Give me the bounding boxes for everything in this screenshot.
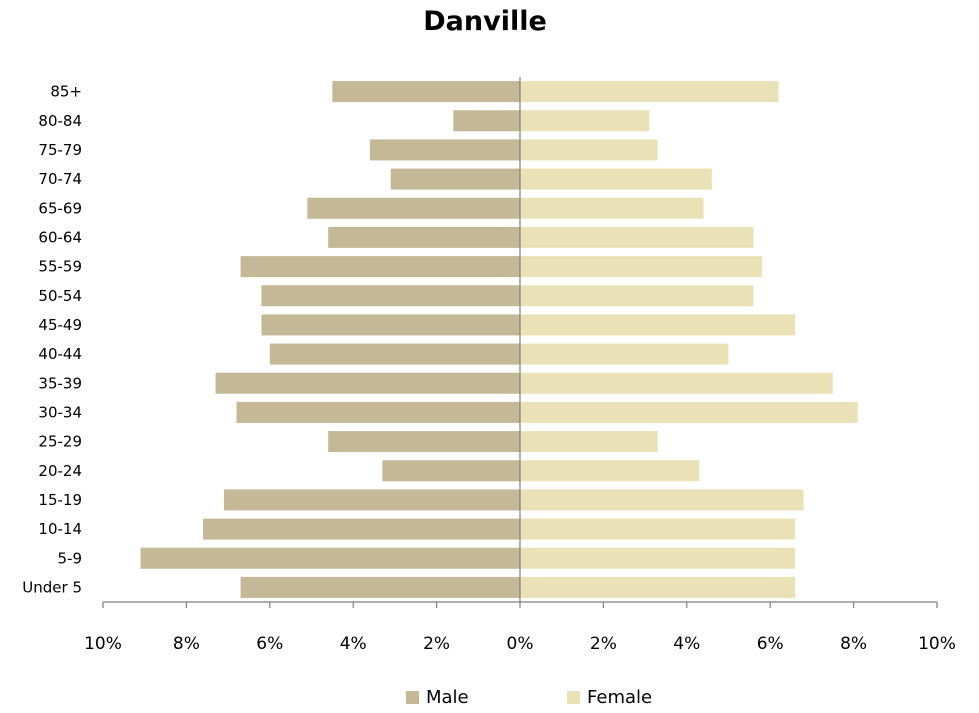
bar-male-45-49	[261, 314, 520, 336]
category-label: 45-49	[38, 316, 82, 334]
bar-male-15-19	[223, 489, 520, 511]
x-tick-label: 8%	[173, 634, 200, 654]
bar-male-60-64	[328, 226, 520, 248]
bar-male-80-84	[453, 110, 520, 132]
bar-male-40-44	[269, 343, 520, 365]
x-tick-label: 6%	[256, 634, 283, 654]
bars-group	[140, 81, 858, 598]
bar-female-85+	[520, 81, 779, 103]
bar-female-70-74	[520, 168, 712, 190]
bar-male-10-14	[203, 518, 520, 540]
x-tick-label: 6%	[757, 634, 784, 654]
category-label: 15-19	[38, 491, 82, 509]
bar-male-35-39	[215, 372, 520, 394]
bar-female-under-5	[520, 576, 796, 598]
bar-female-75-79	[520, 139, 658, 161]
x-tick-label: 4%	[673, 634, 700, 654]
bar-male-70-74	[390, 168, 520, 190]
x-tick-label: 2%	[423, 634, 450, 654]
x-tick-label: 4%	[340, 634, 367, 654]
bar-female-60-64	[520, 226, 754, 248]
category-label: 20-24	[38, 462, 82, 480]
category-label: 30-34	[38, 403, 82, 421]
legend-swatch-female	[567, 691, 580, 704]
bar-female-40-44	[520, 343, 729, 365]
bar-male-under-5	[240, 576, 521, 598]
category-label: Under 5	[22, 578, 82, 596]
category-label: 35-39	[38, 374, 82, 392]
category-label: 25-29	[38, 433, 82, 451]
bar-male-75-79	[369, 139, 520, 161]
category-label: 80-84	[38, 112, 82, 130]
bar-female-50-54	[520, 285, 754, 307]
bar-male-5-9	[140, 547, 520, 569]
bar-female-35-39	[520, 372, 833, 394]
bar-male-50-54	[261, 285, 520, 307]
bar-female-15-19	[520, 489, 804, 511]
category-label: 5-9	[58, 549, 83, 567]
x-tick-label: 10%	[84, 634, 122, 654]
bar-male-85+	[332, 81, 520, 103]
category-label: 50-54	[38, 287, 82, 305]
bar-male-25-29	[328, 431, 520, 453]
bar-female-80-84	[520, 110, 650, 132]
bar-female-5-9	[520, 547, 796, 569]
bar-female-55-59	[520, 256, 762, 278]
category-label: 40-44	[38, 345, 82, 363]
bar-female-65-69	[520, 197, 704, 219]
x-tick-label: 8%	[840, 634, 867, 654]
x-tick-label: 0%	[507, 634, 534, 654]
legend: Male Female	[0, 687, 979, 713]
bar-female-45-49	[520, 314, 796, 336]
legend-item-male: Male	[406, 687, 469, 708]
bar-female-20-24	[520, 460, 700, 482]
x-tick-label: 2%	[590, 634, 617, 654]
category-labels: Under 5 5-9 10-14 15-19 20-24 25-29 30-34 35-39…	[22, 83, 82, 597]
chart-title: Danville	[423, 6, 547, 37]
legend-swatch-male	[406, 691, 419, 704]
category-label: 75-79	[38, 141, 82, 159]
category-label: 65-69	[38, 199, 82, 217]
legend-label-female: Female	[587, 687, 653, 708]
x-ticks: 10% 8% 6% 4% 2% 0% 2% 4% 6% 8% 10%	[84, 602, 956, 654]
bar-male-65-69	[307, 197, 520, 219]
legend-item-female: Female	[567, 687, 652, 708]
bar-male-55-59	[240, 256, 521, 278]
bar-male-20-24	[382, 460, 520, 482]
bar-female-30-34	[520, 401, 858, 423]
category-label: 85+	[50, 83, 82, 101]
category-label: 60-64	[38, 228, 82, 246]
x-tick-label: 10%	[918, 634, 956, 654]
category-label: 70-74	[38, 170, 82, 188]
bar-female-25-29	[520, 431, 658, 453]
bar-male-30-34	[236, 401, 520, 423]
legend-label-male: Male	[426, 687, 469, 708]
category-label: 10-14	[38, 520, 82, 538]
bar-female-10-14	[520, 518, 796, 540]
category-label: 55-59	[38, 258, 82, 276]
